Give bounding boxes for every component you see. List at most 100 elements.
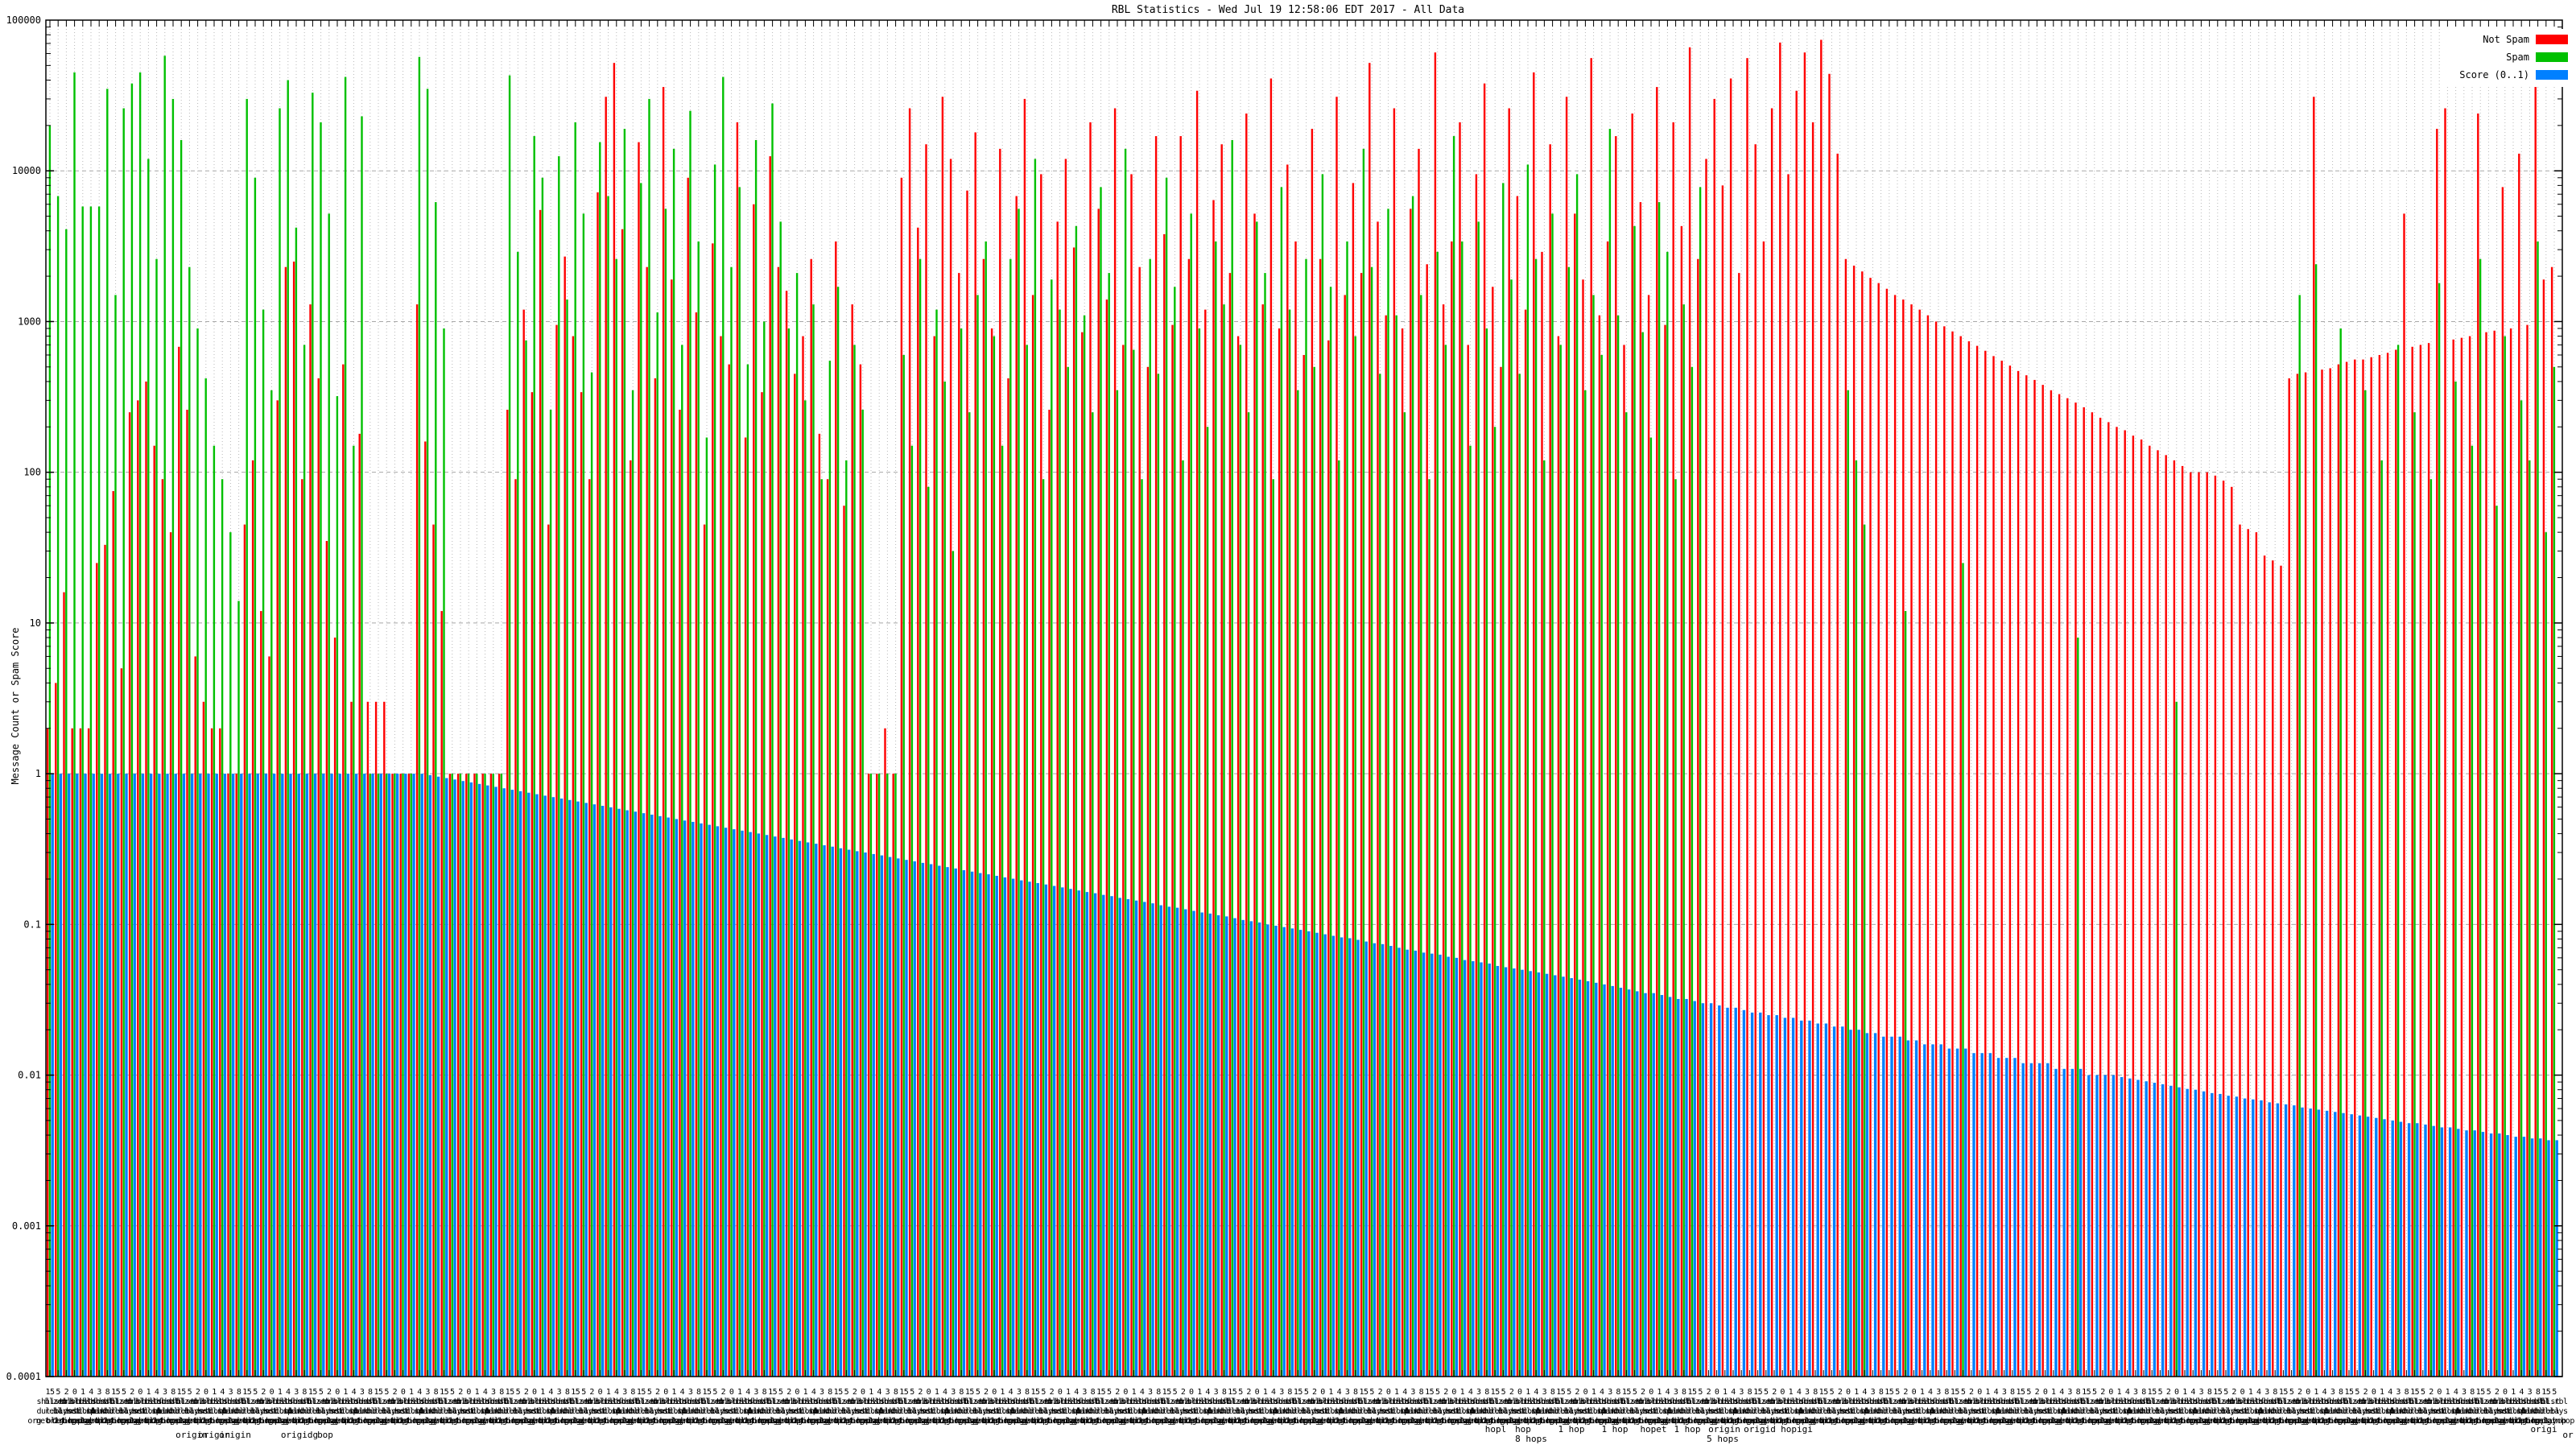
svg-text:4: 4: [548, 1388, 553, 1397]
svg-text:1: 1: [1000, 1388, 1005, 1397]
svg-text:shlist: shlist: [1942, 1397, 1969, 1406]
svg-text:shlist: shlist: [102, 1397, 130, 1406]
svg-text:dul.bl: dul.bl: [2204, 1407, 2231, 1416]
svg-text:sbl.bl: sbl.bl: [1860, 1397, 1887, 1406]
svg-text:dnsbl: dnsbl: [2264, 1397, 2286, 1406]
svg-text:dnsbl: dnsbl: [2067, 1397, 2090, 1406]
svg-text:zen.bl: zen.bl: [1170, 1397, 1197, 1406]
svg-text:relay hop: relay hop: [2190, 1417, 2230, 1426]
svg-text:bl.net: bl.net: [1170, 1407, 1197, 1416]
svg-text:rbldns: rbldns: [1852, 1397, 1879, 1406]
svg-text:net 2 hops: net 2 hops: [1859, 1417, 1904, 1426]
svg-text:org origin: org origin: [619, 1417, 664, 1426]
svg-text:blists: blists: [2171, 1397, 2198, 1406]
legend-item-2: Score (0..1): [2447, 66, 2568, 84]
svg-text:100: 100: [23, 467, 41, 478]
svg-text:xbl.bl: xbl.bl: [857, 1407, 885, 1416]
svg-text:net origin: net origin: [397, 1417, 442, 1426]
svg-text:bl.rbl: bl.rbl: [1227, 1397, 1254, 1406]
legend-label: Spam: [2506, 52, 2529, 63]
svg-text:5: 5: [647, 1388, 652, 1397]
svg-text:4: 4: [483, 1388, 488, 1397]
svg-text:org origin: org origin: [1407, 1417, 1452, 1426]
svg-text:spambl: spambl: [1794, 1407, 1821, 1416]
x-label-fragment: 1 hop: [1601, 1424, 1628, 1435]
svg-text:15: 15: [637, 1388, 646, 1397]
svg-text:0: 0: [72, 1388, 77, 1397]
svg-text:15: 15: [834, 1388, 844, 1397]
svg-text:dul.bl: dul.bl: [1219, 1407, 1246, 1416]
svg-text:dnsbl: dnsbl: [1575, 1407, 1597, 1416]
svg-text:blkhole: blkhole: [880, 1407, 911, 1416]
svg-text:bl 4 hops: bl 4 hops: [736, 1417, 776, 1426]
svg-text:0: 0: [1123, 1388, 1128, 1397]
svg-text:blkhole: blkhole: [2522, 1407, 2553, 1416]
axes: [45, 19, 2563, 1377]
svg-text:8: 8: [1484, 1388, 1489, 1397]
svg-text:xbl.bl: xbl.bl: [398, 1407, 425, 1416]
svg-text:blkhole: blkhole: [1865, 1407, 1897, 1416]
svg-text:dul.bl: dul.bl: [628, 1407, 655, 1416]
svg-text:bl.net: bl.net: [1236, 1407, 1263, 1416]
svg-text:net 2 hops: net 2 hops: [2500, 1417, 2545, 1426]
svg-text:bl.net: bl.net: [2089, 1407, 2116, 1416]
svg-text:combin: combin: [406, 1407, 433, 1416]
svg-text:bl 4 hops: bl 4 hops: [194, 1417, 234, 1426]
svg-text:dnsrbl: dnsrbl: [1572, 1397, 1600, 1406]
svg-text:spambl: spambl: [2319, 1407, 2347, 1416]
svg-text:org 1 hop: org 1 hop: [1639, 1417, 1679, 1426]
svg-text:4: 4: [1797, 1388, 1802, 1397]
svg-text:org 1 hop: org 1 hop: [211, 1417, 251, 1426]
svg-text:relay hop: relay hop: [170, 1417, 210, 1426]
svg-text:1: 1: [803, 1388, 808, 1397]
svg-text:5: 5: [778, 1388, 783, 1397]
svg-text:5: 5: [384, 1388, 389, 1397]
svg-text:xbl.bl: xbl.bl: [135, 1407, 163, 1416]
svg-text:0.1: 0.1: [23, 919, 41, 930]
svg-text:dnsbl: dnsbl: [1114, 1407, 1137, 1416]
svg-text:sbl.bl: sbl.bl: [1334, 1397, 1361, 1406]
svg-text:10000: 10000: [12, 165, 41, 176]
svg-text:0: 0: [2043, 1388, 2048, 1397]
svg-text:org origin: org origin: [1900, 1417, 1945, 1426]
svg-text:combin: combin: [2376, 1407, 2404, 1416]
svg-text:net 2 hops: net 2 hops: [529, 1417, 574, 1426]
svg-text:3: 3: [491, 1388, 496, 1397]
svg-text:net 2 hops: net 2 hops: [2302, 1417, 2347, 1426]
svg-text:blkhole: blkhole: [2062, 1407, 2094, 1416]
svg-text:3: 3: [1476, 1388, 1481, 1397]
svg-text:1: 1: [869, 1388, 873, 1397]
svg-text:relay hop: relay hop: [1992, 1417, 2033, 1426]
svg-text:2: 2: [1509, 1388, 1514, 1397]
svg-text:combin: combin: [931, 1407, 959, 1416]
svg-text:sbl.bl: sbl.bl: [1728, 1397, 1756, 1406]
svg-text:dnsbl: dnsbl: [2165, 1407, 2188, 1416]
svg-text:spambl: spambl: [1728, 1407, 1756, 1416]
svg-text:dnsbl: dnsbl: [1607, 1397, 1629, 1406]
svg-text:4: 4: [1402, 1388, 1407, 1397]
svg-text:rbldns: rbldns: [1588, 1397, 1616, 1406]
svg-text:zen.bl: zen.bl: [1564, 1397, 1591, 1406]
svg-text:sbl.bl: sbl.bl: [2188, 1397, 2215, 1406]
svg-text:relay hop: relay hop: [1302, 1417, 1343, 1426]
svg-text:net 2 hops: net 2 hops: [1662, 1417, 1707, 1426]
svg-text:org origin: org origin: [2491, 1417, 2536, 1426]
svg-text:8: 8: [105, 1388, 110, 1397]
svg-text:org 1 hop: org 1 hop: [900, 1417, 940, 1426]
svg-text:blists: blists: [2368, 1397, 2396, 1406]
svg-text:org 1 hop: org 1 hop: [112, 1417, 152, 1426]
svg-text:bl 4 hops: bl 4 hops: [835, 1417, 875, 1426]
svg-text:shlist: shlist: [168, 1397, 196, 1406]
svg-text:xbl.bl: xbl.bl: [2040, 1407, 2067, 1416]
svg-text:dnsbl: dnsbl: [2527, 1397, 2549, 1406]
svg-text:relays: relays: [2147, 1407, 2174, 1416]
svg-text:relays: relays: [1030, 1407, 1058, 1416]
svg-text:sbl.bl: sbl.bl: [2057, 1397, 2084, 1406]
svg-text:bl 4 hops: bl 4 hops: [342, 1417, 382, 1426]
svg-text:dnsbl: dnsbl: [2363, 1407, 2385, 1416]
svg-text:bl 4 hops: bl 4 hops: [1327, 1417, 1368, 1426]
svg-text:4: 4: [877, 1388, 881, 1397]
svg-text:combin: combin: [2311, 1407, 2339, 1416]
svg-text:spambl: spambl: [1925, 1407, 1952, 1416]
